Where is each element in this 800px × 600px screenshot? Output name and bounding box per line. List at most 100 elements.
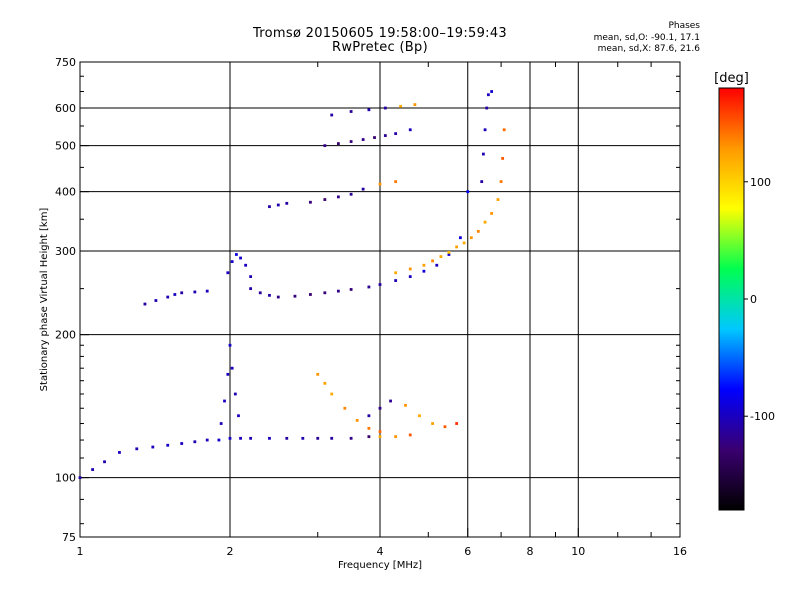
echo-point <box>383 134 387 137</box>
echo-point <box>447 253 451 256</box>
echo-point <box>490 90 494 93</box>
echo-point <box>476 229 480 233</box>
colorbar-tick-label: 100 <box>750 176 771 189</box>
echo-point <box>316 436 320 440</box>
phase-mean-o: mean, sd,O: -90.1, 17.1 <box>593 33 700 43</box>
echo-point <box>323 381 327 385</box>
echo-point <box>223 399 226 403</box>
echo-point <box>349 140 353 143</box>
echo-point <box>469 236 473 240</box>
echo-point <box>309 200 312 204</box>
x-tick-label: 2 <box>227 545 234 558</box>
echo-point <box>422 263 426 267</box>
echo-point <box>154 299 158 302</box>
echo-point <box>249 436 253 440</box>
echo-point <box>249 275 253 279</box>
echo-point <box>367 108 371 112</box>
echo-points <box>78 90 506 480</box>
echo-point <box>349 288 353 291</box>
echo-point <box>268 436 271 440</box>
echo-point <box>447 251 451 254</box>
echo-point <box>336 289 340 293</box>
y-tick-label: 600 <box>55 102 76 115</box>
echo-point <box>226 372 230 376</box>
echo-point <box>323 198 327 201</box>
echo-point <box>361 187 365 191</box>
echo-point <box>378 283 382 286</box>
echo-point <box>205 289 209 293</box>
echo-point <box>466 190 470 194</box>
y-tick-label: 300 <box>55 245 76 258</box>
echo-point <box>349 192 353 196</box>
y-tick-label: 750 <box>55 56 76 69</box>
echo-point <box>383 106 387 110</box>
y-tick-label: 100 <box>55 472 76 485</box>
y-tick-label: 400 <box>55 186 76 199</box>
echo-point <box>394 271 398 275</box>
echo-point <box>502 128 506 132</box>
echo-point <box>486 93 490 97</box>
echo-point <box>330 392 334 396</box>
echo-point <box>135 447 139 451</box>
echo-point <box>239 256 242 260</box>
echo-point <box>193 290 197 294</box>
echo-point <box>431 422 434 425</box>
echo-point <box>490 212 494 215</box>
echo-point <box>301 436 305 440</box>
echo-point <box>404 403 407 407</box>
echo-point <box>439 255 443 258</box>
echo-point <box>361 138 365 141</box>
title-line-1: Tromsø 20150605 19:58:00–19:59:43 <box>252 26 508 41</box>
colorbar-tick-label: 0 <box>750 293 757 306</box>
echo-point <box>239 436 242 440</box>
echo-point <box>378 182 382 186</box>
echo-point <box>483 128 487 132</box>
phase-heading: Phases <box>668 21 700 31</box>
x-tick-label: 1 <box>77 545 84 558</box>
echo-point <box>408 128 412 132</box>
echo-point <box>230 366 234 370</box>
echo-point <box>285 436 289 440</box>
echo-point <box>217 438 221 442</box>
echo-point <box>323 291 327 295</box>
echo-point <box>499 180 503 184</box>
echo-point <box>389 399 392 403</box>
echo-point <box>293 294 297 298</box>
echo-point <box>336 195 340 199</box>
echo-point <box>431 259 434 263</box>
echo-point <box>226 271 230 275</box>
x-tick-label: 10 <box>571 545 585 558</box>
y-axis-title: Stationary phase Virtual Height [km] <box>39 208 50 392</box>
echo-point <box>378 430 382 434</box>
echo-point <box>394 180 398 184</box>
x-tick-label: 8 <box>527 545 534 558</box>
echo-point <box>378 435 382 439</box>
echo-point <box>205 438 209 442</box>
echo-point <box>268 205 271 209</box>
echo-point <box>228 343 232 347</box>
echo-point <box>443 425 447 429</box>
echo-point <box>234 253 238 256</box>
echo-point <box>483 220 487 224</box>
x-tick-label: 6 <box>464 545 471 558</box>
y-tick-label: 500 <box>55 140 76 153</box>
x-tick-label: 16 <box>673 545 687 558</box>
phase-mean-x: mean, sd,X: 87.6, 21.6 <box>597 44 700 54</box>
echo-point <box>330 436 334 440</box>
echo-point <box>316 372 320 376</box>
echo-point <box>408 267 412 271</box>
echo-point <box>394 132 398 136</box>
phase-colorbar <box>718 87 745 511</box>
echo-point <box>422 269 426 273</box>
echo-point <box>496 198 500 201</box>
echo-point <box>462 241 466 245</box>
echo-point <box>180 291 184 295</box>
echo-point <box>285 201 289 205</box>
echo-point <box>418 414 421 418</box>
echo-point <box>323 144 327 148</box>
echo-point <box>276 295 280 299</box>
echo-point <box>336 142 340 145</box>
echo-point <box>435 263 439 267</box>
